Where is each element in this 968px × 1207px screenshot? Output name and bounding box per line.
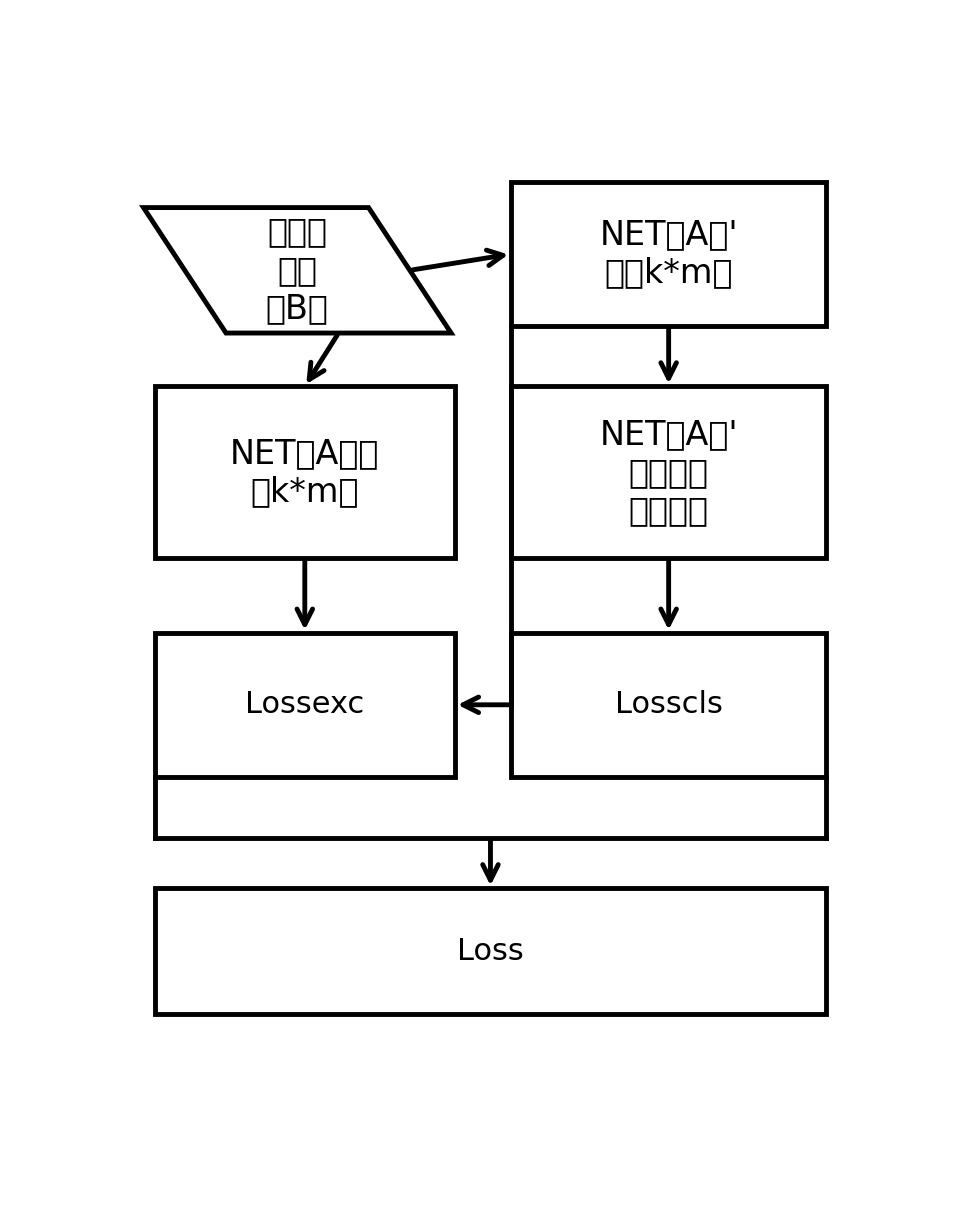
Bar: [511, 632, 827, 777]
Bar: [155, 632, 455, 777]
Text: NET（A）的
前k*m层: NET（A）的 前k*m层: [230, 437, 379, 508]
Text: Loss: Loss: [457, 937, 524, 966]
Text: NET（A）'
的前k*m层: NET（A）' 的前k*m层: [599, 218, 738, 290]
Bar: [511, 386, 827, 559]
Text: 第二训
练集
（B）: 第二训 练集 （B）: [266, 216, 329, 325]
Bar: [155, 386, 455, 559]
Text: NET（A）'
后面的所
有网络层: NET（A）' 后面的所 有网络层: [599, 418, 738, 527]
Bar: [155, 888, 827, 1014]
Polygon shape: [143, 208, 451, 333]
Text: Lossexc: Lossexc: [245, 690, 364, 719]
Bar: [511, 182, 827, 326]
Text: Losscls: Losscls: [615, 690, 722, 719]
